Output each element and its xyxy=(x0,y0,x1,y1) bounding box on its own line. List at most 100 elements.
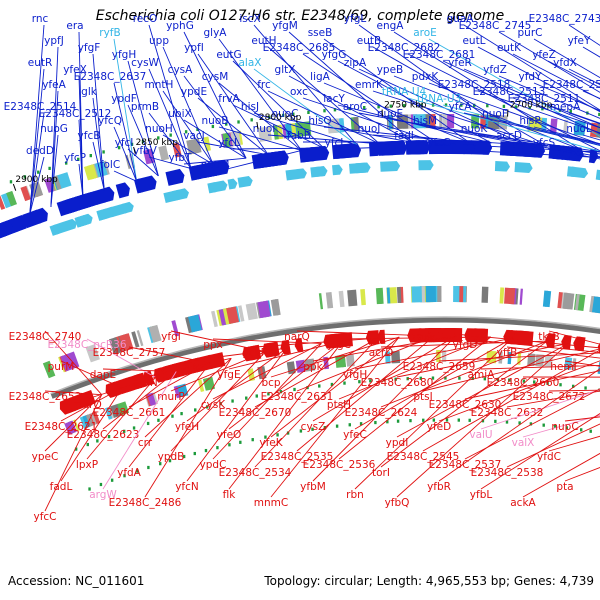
leader-line xyxy=(186,347,288,482)
gene-label: yfgH xyxy=(112,49,136,61)
leader-line xyxy=(228,340,344,490)
leader-line xyxy=(127,60,159,177)
gene-label: recO xyxy=(133,13,158,25)
leader-line xyxy=(372,134,548,147)
leader-line xyxy=(296,335,435,452)
leader-line xyxy=(102,371,177,430)
leader-line xyxy=(92,97,105,191)
cds-marker xyxy=(579,428,583,432)
gene-label: flk xyxy=(223,489,237,501)
leader-line xyxy=(267,46,380,145)
leader-line xyxy=(270,336,400,498)
cds-marker xyxy=(88,487,91,491)
cds-marker xyxy=(194,408,197,412)
gene-label: purM xyxy=(48,361,75,373)
cds-marker xyxy=(250,118,253,122)
leader-line xyxy=(522,414,600,438)
gene-label: eutH xyxy=(251,35,276,47)
genome-summary: Topology: circular; Length: 4,965,553 bp… xyxy=(264,574,594,588)
leader-line xyxy=(323,82,470,143)
leader-line xyxy=(218,82,302,151)
gene-label: yfgI xyxy=(161,331,181,343)
leader-line xyxy=(477,90,600,134)
cds-marker xyxy=(584,386,587,390)
gene-label: nuoM xyxy=(201,159,230,171)
gene-arrow xyxy=(570,166,589,179)
gene-label: E2348C_2661 xyxy=(93,407,166,419)
gene-label: valX xyxy=(512,437,535,449)
feature-block xyxy=(188,314,202,333)
leader-line xyxy=(533,82,600,112)
gene-arrow xyxy=(294,337,304,353)
cds-marker xyxy=(546,381,549,385)
gene-label: upp xyxy=(149,35,169,47)
gene-label: E2348C_2514 xyxy=(4,101,77,113)
leader-line xyxy=(218,38,302,151)
cds-marker xyxy=(276,433,279,437)
cds-marker xyxy=(508,378,511,382)
gene-label: E2348C_2660 xyxy=(487,377,560,389)
gene-label: ptsI xyxy=(413,391,432,403)
gene-label: yfeR xyxy=(448,57,472,69)
gene-label: pdxK xyxy=(412,71,440,83)
leader-line xyxy=(498,119,600,145)
gene-label: nuoG xyxy=(40,123,68,135)
leader-line xyxy=(380,340,548,408)
cds-marker xyxy=(533,380,536,384)
cds-marker xyxy=(231,399,234,403)
cds-marker xyxy=(146,421,150,426)
gene-arrow xyxy=(545,333,556,348)
cds-marker xyxy=(486,104,489,108)
gene-arrow xyxy=(377,329,386,345)
cds-marker xyxy=(402,104,406,108)
leader-line xyxy=(212,343,322,400)
gene-label: glk xyxy=(81,86,98,98)
leader-line xyxy=(232,60,325,149)
gene-label: nuoF xyxy=(482,108,508,120)
leader-line xyxy=(438,360,600,422)
gene-label: yfgM xyxy=(272,20,298,32)
leader-line xyxy=(183,31,247,159)
leader-line xyxy=(86,338,156,378)
gene-arrow xyxy=(237,176,253,188)
cds-marker xyxy=(445,418,449,422)
leader-line xyxy=(354,337,513,490)
gene-label: bcp xyxy=(261,377,280,389)
feature-block xyxy=(386,287,391,304)
leader-line xyxy=(512,141,600,158)
gene-label: yfcC xyxy=(33,511,56,523)
cds-marker xyxy=(168,459,172,463)
cds-marker xyxy=(268,115,271,119)
cds-marker xyxy=(204,448,208,453)
gene-label: yfcL xyxy=(218,137,240,149)
leader-line xyxy=(92,53,105,191)
gene-label: rnc xyxy=(32,13,49,25)
gene-label: valU xyxy=(469,429,492,441)
gene-label: E2348C_2630 xyxy=(429,399,502,411)
gene-label: E2348C_2685 xyxy=(263,42,336,54)
gene-label: amiA xyxy=(468,369,496,381)
feature-block xyxy=(108,337,122,355)
leader-line xyxy=(128,346,211,364)
cds-marker xyxy=(529,422,533,426)
feature-block xyxy=(85,344,100,363)
gene-label: glyA xyxy=(204,27,228,39)
cds-marker xyxy=(396,419,400,423)
leader-line xyxy=(78,163,84,197)
leader-line xyxy=(442,148,600,158)
gene-label: yfbT xyxy=(169,152,193,164)
leader-line xyxy=(372,90,548,147)
leader-line xyxy=(463,112,600,146)
gene-label: lacY xyxy=(323,93,345,105)
gene-arrow xyxy=(60,218,77,233)
leader-line xyxy=(270,336,400,438)
cds-marker xyxy=(264,435,267,439)
gene-label: sseB xyxy=(308,27,333,39)
gene-label: yfgG xyxy=(322,49,347,61)
gene-label: cysK xyxy=(201,399,226,411)
cds-marker xyxy=(292,112,295,116)
leader-line xyxy=(547,148,600,160)
feature-block xyxy=(499,287,505,304)
gene-label: emrK xyxy=(355,79,384,91)
